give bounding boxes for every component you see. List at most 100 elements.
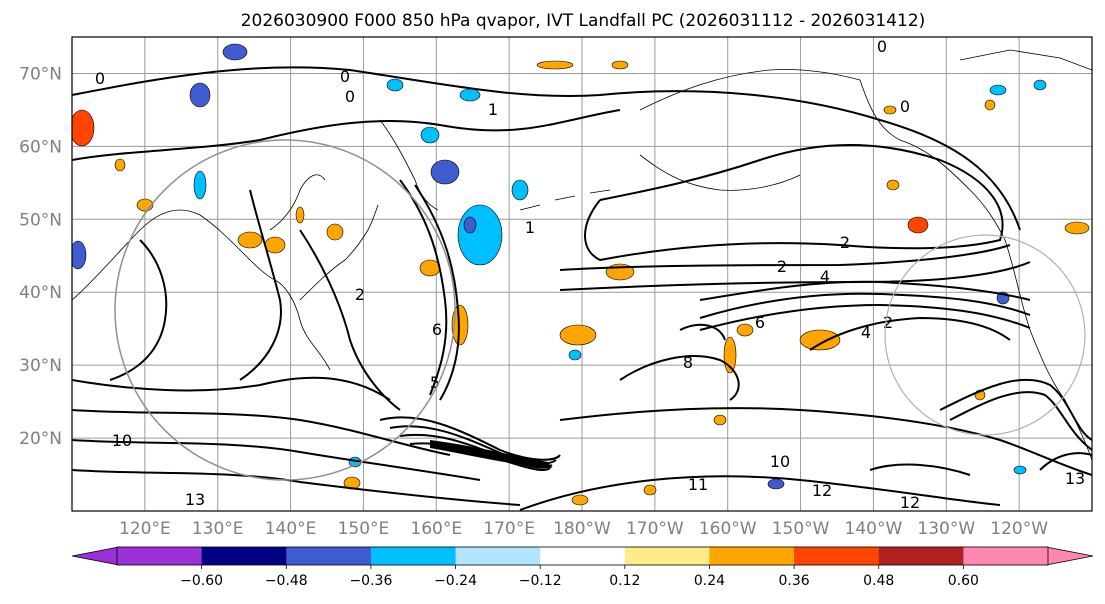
colorbar-cell: [794, 547, 880, 565]
qvapor-anomaly: [386, 78, 404, 92]
lat-tick-label: 40°N: [19, 283, 62, 303]
colorbar-cell: [286, 547, 372, 565]
map-title: 2026030900 F000 850 hPa qvapor, IVT Land…: [241, 11, 926, 31]
qvapor-anomaly: [1064, 221, 1090, 235]
ivt-contour-dense: [430, 440, 552, 468]
contour-label: 12: [812, 481, 832, 500]
colorbar-cell: [117, 547, 203, 565]
lat-tick-label: 70°N: [19, 64, 62, 84]
qvapor-anomaly: [459, 88, 481, 102]
ivt-contour-line: [559, 407, 1092, 476]
ivt-contour-line: [72, 409, 451, 456]
colorbar-tick-label: 0.12: [609, 573, 640, 589]
qvapor-anomaly: [451, 304, 469, 346]
ivt-contour-line: [559, 244, 1011, 271]
ivt-contour-line: [519, 475, 1001, 511]
ivt-contour-line: [679, 323, 726, 341]
lat-tick-label: 50°N: [19, 210, 62, 230]
qvapor-anomaly: [463, 216, 477, 234]
longitude-ticks: 120°E 130°E 140°E 150°E 160°E 170°E 180°W 170°W…: [119, 519, 1048, 539]
coastlines: [72, 49, 1092, 461]
colorbar-over-triangle: [1045, 546, 1094, 566]
ivt-contour-line: [1039, 452, 1092, 471]
ivt-contour-line: [869, 463, 971, 476]
qvapor-anomaly: [193, 170, 207, 200]
lon-tick-label: 160°W: [699, 519, 757, 539]
graticule: [72, 37, 1092, 511]
contour-label: 0: [345, 87, 355, 106]
colorbar-cell: [201, 547, 287, 565]
ivt-contour-line: [72, 109, 621, 161]
qvapor-anomaly: [222, 43, 248, 61]
qvapor-anomaly: [72, 109, 95, 147]
qvapor-anomaly: [571, 494, 589, 506]
lon-tick-label: 120°E: [119, 519, 171, 539]
lon-tick-label: 140°W: [845, 519, 903, 539]
qvapor-anomaly: [114, 158, 126, 172]
lon-tick-label: 160°E: [410, 519, 462, 539]
qvapor-anomaly: [984, 99, 996, 111]
contour-label: 2: [777, 257, 787, 276]
qvapor-anomaly: [907, 216, 929, 234]
contour-label: 11: [688, 475, 708, 494]
contour-label: 2: [840, 233, 850, 252]
map-frame: [71, 36, 1093, 512]
lat-tick-label: 30°N: [19, 356, 62, 376]
ivt-contour-line: [72, 66, 1021, 231]
contour-label: 0: [340, 67, 350, 86]
colorbar-cell: [709, 547, 795, 565]
qvapor-anomaly: [713, 414, 727, 426]
contour-label: 10: [770, 452, 790, 471]
ivt-contour-line: [72, 469, 521, 506]
ivt-contour-line: [699, 303, 1031, 331]
ivt-contour-line: [399, 179, 448, 396]
contour-label: 6: [755, 313, 765, 332]
colorbar-tick-label: −0.48: [265, 573, 308, 589]
qvapor-anomaly: [237, 231, 263, 249]
contour-label: 1: [488, 100, 498, 119]
qvapor-anomaly: [72, 240, 87, 270]
colorbar-under-triangle: [71, 546, 120, 566]
ivt-contour-line: [109, 239, 168, 381]
contour-label: 0: [95, 69, 105, 88]
qvapor-anomaly: [536, 60, 574, 70]
qvapor-anomaly: [767, 478, 785, 490]
ivt-contour-line: [699, 292, 1031, 319]
qvapor-shading: [72, 43, 1090, 506]
qvapor-anomaly: [264, 236, 286, 254]
latitude-ticks: 70°N 60°N 50°N 40°N 30°N 20°N: [19, 64, 62, 449]
contour-label: 4: [820, 267, 830, 286]
ivt-contour-line: [699, 280, 1031, 301]
lon-tick-label: 130°E: [192, 519, 244, 539]
ivt-contour-line: [949, 391, 1092, 451]
lon-tick-label: 130°W: [917, 519, 975, 539]
contour-label: 2: [355, 285, 365, 304]
colorbar-tick-label: −0.60: [180, 573, 223, 589]
colorbar-tick-label: −0.12: [519, 573, 562, 589]
qvapor-anomaly: [643, 484, 657, 496]
ivt-contour-line: [414, 184, 460, 401]
colorbar-tick-label: −0.36: [349, 573, 392, 589]
contour-label: 2: [883, 313, 893, 332]
lon-tick-label: 170°E: [483, 519, 535, 539]
colorbar-cell: [370, 547, 457, 565]
lat-tick-label: 20°N: [19, 429, 62, 449]
qvapor-anomaly: [419, 259, 441, 277]
qvapor-anomaly: [799, 329, 841, 351]
colorbar-frame: [116, 546, 1049, 566]
qvapor-anomaly: [420, 126, 440, 144]
range-circle: [884, 234, 1086, 436]
contour-label: 13: [185, 490, 205, 509]
contour-label: 8: [683, 353, 693, 372]
qvapor-anomaly: [511, 179, 529, 201]
colorbar-cell: [878, 547, 964, 565]
contour-label: 12: [900, 493, 920, 512]
contour-label: 1: [525, 218, 535, 237]
qvapor-anomaly: [883, 105, 897, 115]
lon-tick-label: 170°W: [626, 519, 684, 539]
qvapor-anomaly: [326, 223, 344, 241]
colorbar-cell: [540, 547, 626, 565]
